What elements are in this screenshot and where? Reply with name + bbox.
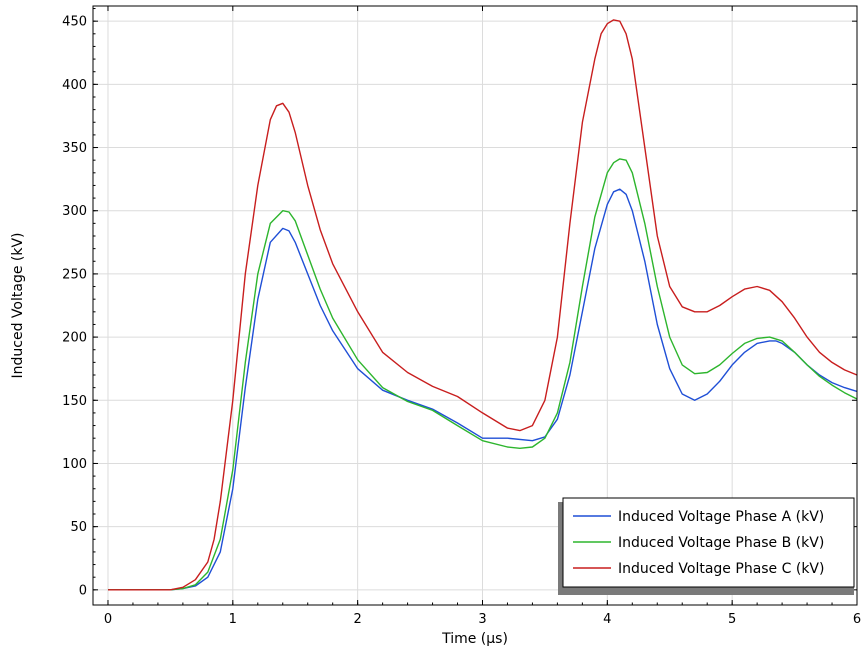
legend: Induced Voltage Phase A (kV) Induced Volt…: [558, 497, 855, 595]
x-tick-label: 6: [853, 612, 861, 627]
plot-frame: [92, 5, 858, 606]
x-tick-label: 2: [354, 612, 362, 627]
axis-ticks: 0 1 2 3 4 5 6 0 50 100 150 200 250 300 350 400 450: [62, 6, 861, 627]
y-tick-label: 300: [62, 204, 87, 219]
legend-label: Induced Voltage Phase A (kV): [618, 509, 824, 525]
y-tick-label: 250: [62, 267, 87, 282]
y-tick-label: 400: [62, 78, 87, 93]
y-tick-label: 50: [70, 520, 87, 535]
x-tick-label: 3: [478, 612, 486, 627]
x-tick-label: 0: [104, 612, 112, 627]
y-tick-label: 350: [62, 141, 87, 156]
series-lines: [108, 19, 858, 591]
y-axis-title: Induced Voltage (kV): [10, 233, 26, 379]
y-tick-label: 200: [62, 331, 87, 346]
x-axis-title: Time (µs): [441, 631, 508, 647]
y-tick-label: 150: [62, 394, 87, 409]
y-tick-label: 0: [79, 583, 87, 598]
x-tick-label: 1: [229, 612, 237, 627]
legend-label: Induced Voltage Phase C (kV): [618, 561, 824, 577]
grid-lines: [93, 6, 858, 605]
x-tick-label: 4: [603, 612, 611, 627]
series-line-induced-voltage-phase-a-kv: [108, 188, 858, 591]
y-tick-label: 450: [62, 15, 87, 30]
legend-box: [562, 497, 855, 588]
series-line-induced-voltage-phase-b-kv: [108, 158, 858, 591]
x-tick-label: 5: [728, 612, 736, 627]
y-tick-label: 100: [62, 457, 87, 472]
series-line-induced-voltage-phase-c-kv: [108, 19, 858, 591]
legend-label: Induced Voltage Phase B (kV): [618, 535, 824, 551]
